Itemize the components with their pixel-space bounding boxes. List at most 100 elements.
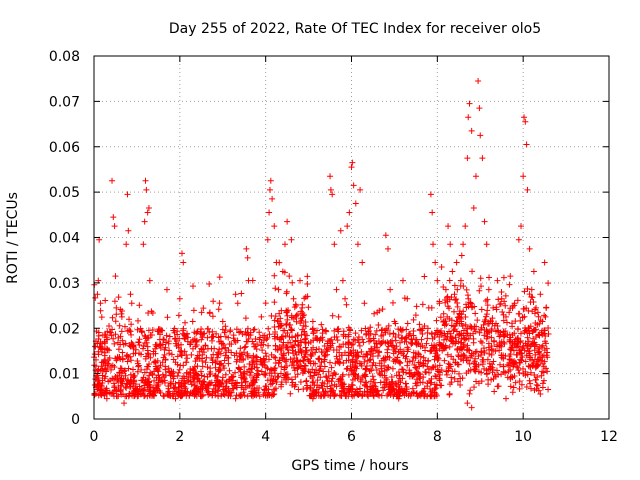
roti-point xyxy=(172,380,179,387)
roti-point xyxy=(437,314,444,321)
axis-ticks xyxy=(93,55,610,420)
roti-point xyxy=(527,385,534,392)
roti-point xyxy=(271,272,278,279)
roti-point xyxy=(288,326,295,333)
roti-point xyxy=(305,304,312,311)
roti-point xyxy=(477,275,484,282)
y-tick-label: 0 xyxy=(71,412,80,428)
roti-point xyxy=(289,334,296,341)
roti-point xyxy=(471,384,478,391)
roti-point xyxy=(342,392,349,399)
roti-point xyxy=(467,299,474,306)
roti-point xyxy=(318,321,325,328)
roti-point xyxy=(249,359,256,366)
roti-point xyxy=(378,363,385,370)
roti-point xyxy=(384,327,391,334)
roti-point xyxy=(196,377,203,384)
roti-point xyxy=(351,392,358,399)
roti-point xyxy=(167,381,174,388)
roti-point xyxy=(466,360,473,367)
roti-point xyxy=(162,363,169,370)
roti-point xyxy=(533,385,540,392)
roti-point xyxy=(101,332,108,339)
roti-point xyxy=(124,352,131,359)
roti-point xyxy=(338,381,345,388)
roti-point xyxy=(325,368,332,375)
roti-point xyxy=(124,376,131,383)
roti-point xyxy=(126,327,133,334)
roti-point xyxy=(144,363,151,370)
roti-point xyxy=(486,360,493,367)
roti-point xyxy=(277,322,284,329)
chart-title: Day 255 of 2022, Rate Of TEC Index for r… xyxy=(169,21,541,37)
roti-point xyxy=(188,381,195,388)
roti-point xyxy=(278,378,285,385)
roti-point xyxy=(164,314,171,321)
roti-point xyxy=(129,366,136,373)
roti-point xyxy=(209,333,216,340)
roti-point xyxy=(445,223,452,230)
roti-point xyxy=(529,357,536,364)
x-tick-label: 12 xyxy=(600,429,618,445)
roti-point xyxy=(479,339,486,346)
roti-point xyxy=(184,388,191,395)
y-axis-label: ROTI / TECUs xyxy=(5,192,21,284)
roti-point xyxy=(115,346,122,353)
y-tick-label: 0.07 xyxy=(49,94,80,110)
roti-point xyxy=(442,286,449,293)
roti-point xyxy=(337,375,344,382)
roti-point xyxy=(155,368,162,375)
roti-point xyxy=(432,373,439,380)
roti-point xyxy=(130,350,137,357)
roti-point xyxy=(276,310,283,317)
roti-point xyxy=(444,313,451,320)
roti-point xyxy=(96,343,103,350)
roti-point xyxy=(199,385,206,392)
roti-point xyxy=(154,357,161,364)
roti-point xyxy=(366,338,373,345)
roti-point xyxy=(496,301,503,308)
roti-point xyxy=(422,368,429,375)
roti-point xyxy=(354,390,361,397)
roti-point xyxy=(458,252,465,259)
roti-point xyxy=(352,371,359,378)
roti-point xyxy=(405,392,412,399)
roti-point xyxy=(432,348,439,355)
roti-point xyxy=(374,344,381,351)
roti-point xyxy=(298,350,305,357)
roti-point xyxy=(120,375,127,382)
roti-point xyxy=(362,325,369,332)
roti-point xyxy=(514,297,521,304)
roti-point xyxy=(518,381,525,388)
roti-point xyxy=(282,371,289,378)
roti-point xyxy=(240,373,247,380)
roti-point xyxy=(506,338,513,345)
roti-point xyxy=(305,340,312,347)
roti-point xyxy=(121,367,128,374)
roti-point xyxy=(391,387,398,394)
roti-point xyxy=(215,349,222,356)
roti-point xyxy=(141,340,148,347)
roti-point xyxy=(545,325,552,332)
roti-point xyxy=(183,373,190,380)
roti-point xyxy=(347,327,354,334)
roti-point xyxy=(223,378,230,385)
roti-point xyxy=(243,338,250,345)
roti-point xyxy=(529,339,536,346)
roti-point xyxy=(198,331,205,338)
roti-point xyxy=(389,299,396,306)
roti-point xyxy=(134,358,141,365)
roti-point xyxy=(466,390,473,397)
roti-point xyxy=(381,384,388,391)
roti-point xyxy=(478,283,485,290)
roti-point xyxy=(258,313,265,320)
roti-point xyxy=(355,391,362,398)
roti-point xyxy=(460,241,467,248)
roti-point xyxy=(290,358,297,365)
roti-point xyxy=(416,321,423,328)
roti-point xyxy=(153,387,160,394)
roti-point xyxy=(523,384,530,391)
roti-point xyxy=(438,382,445,389)
roti-point xyxy=(389,342,396,349)
roti-point xyxy=(440,336,447,343)
